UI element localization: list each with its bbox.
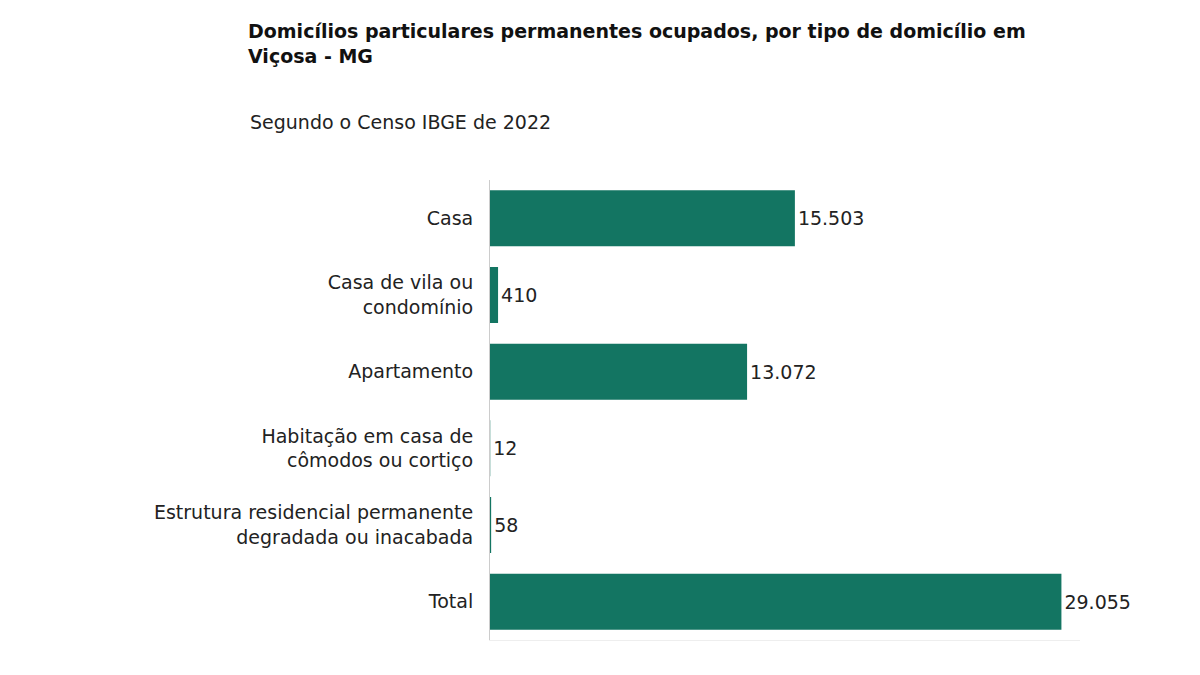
- svg-text:Casa de vila oucondomínio: Casa de vila oucondomínio: [328, 271, 473, 318]
- svg-text:Total: Total: [428, 590, 473, 612]
- svg-text:15.503: 15.503: [798, 207, 864, 229]
- svg-text:29.055: 29.055: [1064, 591, 1130, 613]
- svg-text:58: 58: [494, 514, 518, 536]
- svg-text:Casa: Casa: [427, 207, 473, 229]
- svg-text:13.072: 13.072: [750, 361, 816, 383]
- svg-text:Habitação em casa decômodos ou: Habitação em casa decômodos ou cortiço: [261, 425, 473, 472]
- svg-text:Estrutura residencial permanen: Estrutura residencial permanentedegradad…: [154, 501, 473, 548]
- svg-text:Segundo o Censo IBGE de 2022: Segundo o Censo IBGE de 2022: [250, 111, 551, 133]
- svg-text:Apartamento: Apartamento: [348, 360, 473, 382]
- svg-text:410: 410: [501, 284, 537, 306]
- svg-text:Domicílios particulares perman: Domicílios particulares permanentes ocup…: [248, 20, 1026, 67]
- svg-text:12: 12: [493, 437, 517, 459]
